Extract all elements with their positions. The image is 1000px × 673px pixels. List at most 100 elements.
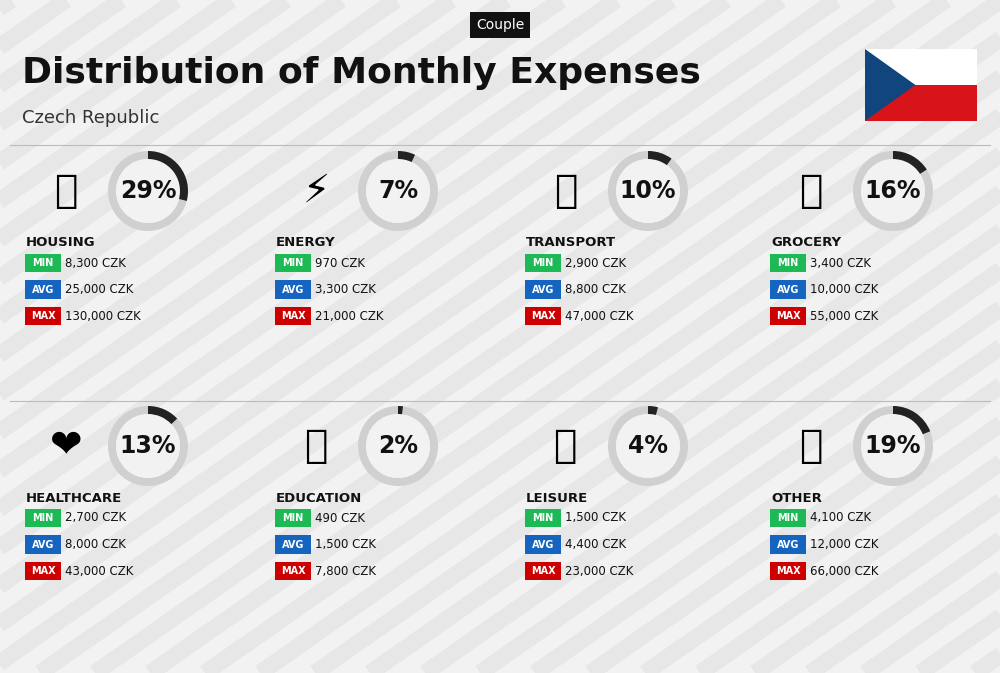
Text: MIN: MIN <box>282 513 304 523</box>
Wedge shape <box>608 151 688 231</box>
Text: 🚌: 🚌 <box>554 172 578 210</box>
Text: MIN: MIN <box>777 513 799 523</box>
Text: Couple: Couple <box>476 18 524 32</box>
Text: MAX: MAX <box>281 566 305 576</box>
FancyBboxPatch shape <box>770 562 806 580</box>
Text: MIN: MIN <box>777 258 799 268</box>
Text: AVG: AVG <box>32 285 54 295</box>
Circle shape <box>366 414 430 478</box>
Text: ❤️: ❤️ <box>50 427 82 465</box>
Text: EDUCATION: EDUCATION <box>276 491 362 505</box>
Text: 4%: 4% <box>628 434 668 458</box>
Text: MAX: MAX <box>31 566 55 576</box>
FancyBboxPatch shape <box>525 535 561 554</box>
Text: 47,000 CZK: 47,000 CZK <box>565 310 634 322</box>
Text: 👛: 👛 <box>799 427 823 465</box>
Text: ENERGY: ENERGY <box>276 236 336 250</box>
Text: 490 CZK: 490 CZK <box>315 511 365 524</box>
Text: MAX: MAX <box>531 311 555 321</box>
Polygon shape <box>865 49 915 121</box>
Text: MIN: MIN <box>532 258 554 268</box>
Text: MAX: MAX <box>281 311 305 321</box>
Circle shape <box>861 159 925 223</box>
Wedge shape <box>148 151 188 201</box>
FancyBboxPatch shape <box>275 307 311 325</box>
FancyBboxPatch shape <box>525 280 561 299</box>
FancyBboxPatch shape <box>525 307 561 325</box>
Text: 🛍️: 🛍️ <box>554 427 578 465</box>
Text: ⚡: ⚡ <box>302 172 330 210</box>
Text: 4,100 CZK: 4,100 CZK <box>810 511 871 524</box>
FancyBboxPatch shape <box>25 535 61 554</box>
FancyBboxPatch shape <box>275 509 311 527</box>
Text: 8,800 CZK: 8,800 CZK <box>565 283 626 296</box>
FancyBboxPatch shape <box>25 562 61 580</box>
Text: LEISURE: LEISURE <box>526 491 588 505</box>
Wedge shape <box>108 151 188 231</box>
Text: 3,400 CZK: 3,400 CZK <box>810 256 871 269</box>
Wedge shape <box>358 151 438 231</box>
Text: 8,000 CZK: 8,000 CZK <box>65 538 126 551</box>
Wedge shape <box>358 406 438 486</box>
Text: MAX: MAX <box>31 311 55 321</box>
Text: MAX: MAX <box>776 566 800 576</box>
FancyBboxPatch shape <box>770 280 806 299</box>
Wedge shape <box>108 406 188 486</box>
Text: TRANSPORT: TRANSPORT <box>526 236 616 250</box>
Text: 7,800 CZK: 7,800 CZK <box>315 565 376 577</box>
Text: AVG: AVG <box>532 285 554 295</box>
Text: HOUSING: HOUSING <box>26 236 96 250</box>
Text: 10%: 10% <box>620 179 676 203</box>
Circle shape <box>616 414 680 478</box>
Text: AVG: AVG <box>777 540 799 549</box>
FancyBboxPatch shape <box>865 49 977 85</box>
Text: AVG: AVG <box>282 540 304 549</box>
Text: 21,000 CZK: 21,000 CZK <box>315 310 384 322</box>
Wedge shape <box>853 406 933 486</box>
Wedge shape <box>148 406 177 424</box>
FancyBboxPatch shape <box>525 254 561 273</box>
Circle shape <box>616 159 680 223</box>
Wedge shape <box>648 151 672 165</box>
Wedge shape <box>893 406 930 434</box>
Text: HEALTHCARE: HEALTHCARE <box>26 491 122 505</box>
FancyBboxPatch shape <box>25 307 61 325</box>
Text: 66,000 CZK: 66,000 CZK <box>810 565 879 577</box>
Text: 🛒: 🛒 <box>799 172 823 210</box>
Text: 🏗: 🏗 <box>54 172 78 210</box>
Text: 19%: 19% <box>865 434 921 458</box>
Text: 55,000 CZK: 55,000 CZK <box>810 310 878 322</box>
Text: 16%: 16% <box>865 179 921 203</box>
Text: Czech Republic: Czech Republic <box>22 109 159 127</box>
Text: MIN: MIN <box>282 258 304 268</box>
Circle shape <box>116 414 180 478</box>
Text: 8,300 CZK: 8,300 CZK <box>65 256 126 269</box>
Text: GROCERY: GROCERY <box>771 236 841 250</box>
FancyBboxPatch shape <box>275 535 311 554</box>
Text: 29%: 29% <box>120 179 176 203</box>
FancyBboxPatch shape <box>770 509 806 527</box>
Text: AVG: AVG <box>532 540 554 549</box>
Text: 1,500 CZK: 1,500 CZK <box>565 511 626 524</box>
Text: 7%: 7% <box>378 179 418 203</box>
Text: MIN: MIN <box>32 258 54 268</box>
Text: OTHER: OTHER <box>771 491 822 505</box>
FancyBboxPatch shape <box>770 307 806 325</box>
Text: 2,900 CZK: 2,900 CZK <box>565 256 626 269</box>
FancyBboxPatch shape <box>25 509 61 527</box>
Text: 2,700 CZK: 2,700 CZK <box>65 511 126 524</box>
FancyBboxPatch shape <box>275 280 311 299</box>
Text: 2%: 2% <box>378 434 418 458</box>
Circle shape <box>366 159 430 223</box>
FancyBboxPatch shape <box>865 85 977 121</box>
Wedge shape <box>398 151 415 162</box>
FancyBboxPatch shape <box>770 535 806 554</box>
Text: 4,400 CZK: 4,400 CZK <box>565 538 626 551</box>
Wedge shape <box>648 406 658 415</box>
FancyBboxPatch shape <box>525 562 561 580</box>
Text: 13%: 13% <box>120 434 176 458</box>
Text: AVG: AVG <box>777 285 799 295</box>
FancyBboxPatch shape <box>25 254 61 273</box>
Text: 970 CZK: 970 CZK <box>315 256 365 269</box>
Text: AVG: AVG <box>282 285 304 295</box>
